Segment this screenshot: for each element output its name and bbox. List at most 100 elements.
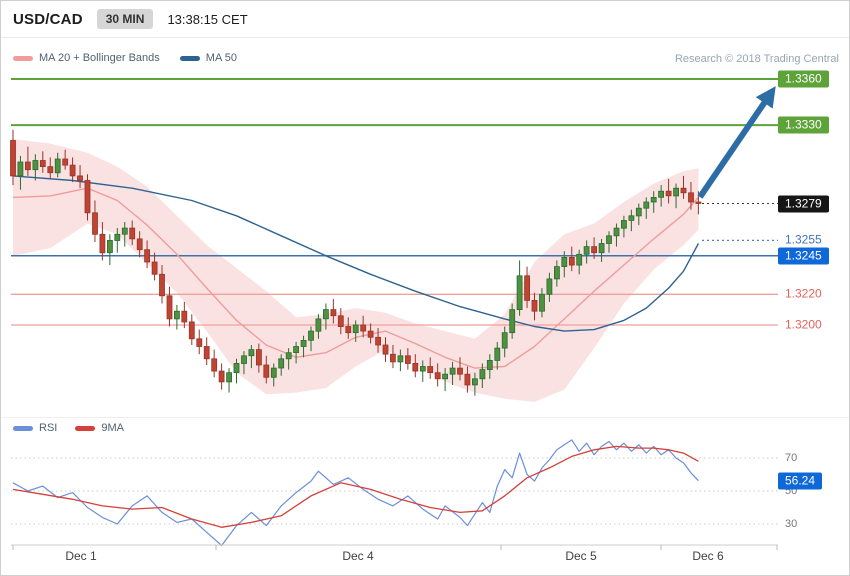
candle-body	[643, 201, 650, 209]
candle-body	[479, 369, 486, 380]
candle-body	[114, 233, 121, 241]
candle-body	[375, 336, 382, 346]
candle-body	[129, 227, 136, 240]
candle-body	[233, 362, 240, 373]
candle-body	[397, 355, 404, 363]
rsi-legend: RSI 9MA	[13, 422, 124, 434]
candle-body	[293, 346, 300, 353]
candle-body	[203, 346, 210, 360]
candle-body	[54, 158, 61, 174]
candle-body	[300, 339, 307, 347]
candle-body	[635, 207, 642, 217]
candle-body	[613, 227, 620, 237]
candle-body	[107, 239, 113, 254]
candle-body	[673, 187, 679, 197]
candle-body	[546, 278, 553, 295]
candle-body	[345, 326, 352, 334]
candle-body	[442, 373, 449, 380]
candle-body	[554, 266, 560, 280]
candle-body	[583, 246, 590, 255]
candle-body	[382, 344, 389, 355]
pair-title: USD/CAD	[13, 10, 83, 28]
candle-body	[173, 310, 180, 320]
candle-body	[39, 160, 46, 167]
candle-body	[688, 192, 694, 203]
candle-body	[516, 275, 523, 310]
rsi-ma-swatch-icon	[75, 425, 96, 431]
candle-body	[322, 309, 329, 320]
candle-body	[665, 190, 672, 197]
candle-body	[144, 249, 151, 263]
candle-body	[84, 180, 91, 214]
candle-body	[419, 366, 426, 372]
ma50-line	[12, 175, 700, 332]
clock-time: 13:38:15 CET	[167, 11, 248, 27]
candle-body	[501, 332, 508, 349]
candle-body	[285, 352, 292, 360]
candle-body	[278, 358, 285, 369]
candle-body	[188, 321, 195, 340]
candle-body	[69, 164, 76, 177]
candle-body	[628, 215, 635, 221]
legend-label-ma20-bb: MA 20 + Bollinger Bands	[39, 52, 160, 64]
candle-body	[449, 367, 456, 375]
candle-body	[650, 196, 657, 203]
candle-body	[352, 324, 359, 334]
candle-body	[196, 338, 203, 347]
candle-body	[99, 233, 106, 254]
candle-body	[337, 315, 344, 327]
candle-body	[330, 309, 337, 317]
candle-body	[464, 373, 471, 386]
legend-item-9ma: 9MA	[75, 422, 124, 434]
candle-body	[270, 367, 277, 378]
ma20-bb-swatch-icon	[13, 55, 33, 61]
candle-body	[151, 261, 158, 275]
candle-body	[32, 160, 39, 171]
bollinger-band	[13, 139, 699, 402]
candle-body	[509, 309, 516, 334]
candle-body	[531, 299, 538, 312]
candle-body	[539, 293, 545, 312]
candle-body	[10, 140, 16, 177]
candle-body	[658, 190, 664, 198]
candle-body	[494, 347, 501, 361]
rsi-9ma-line	[12, 445, 699, 528]
candle-body	[77, 175, 83, 181]
candle-body	[136, 238, 143, 251]
candle-body	[248, 349, 255, 357]
candle-body	[524, 275, 530, 301]
rsi-swatch-icon	[13, 425, 33, 431]
candle-body	[389, 353, 396, 363]
candle-body	[360, 324, 367, 332]
candle-body	[255, 349, 262, 366]
research-credit: Research © 2018 Trading Central	[674, 53, 839, 65]
candle-body	[211, 358, 218, 372]
candle-body	[486, 359, 493, 370]
candle-body	[24, 161, 31, 171]
candle-body	[17, 161, 24, 177]
candle-body	[367, 330, 374, 338]
legend-item-ma20-bb: MA 20 + Bollinger Bands	[13, 52, 160, 64]
candle-body	[471, 378, 478, 386]
header: USD/CAD 30 MIN 13:38:15 CET	[1, 1, 849, 38]
legend-label-ma50: MA 50	[205, 52, 237, 64]
candle-body	[427, 366, 434, 373]
candle-body	[121, 227, 128, 235]
candle-body	[315, 318, 322, 332]
candle-body	[434, 372, 441, 380]
candle-body	[561, 256, 568, 267]
candle-body	[226, 372, 233, 383]
candle-body	[598, 243, 605, 254]
price-legend: MA 20 + Bollinger Bands MA 50	[13, 52, 237, 64]
candle-body	[695, 201, 702, 204]
candle-body	[159, 273, 165, 297]
candle-body	[47, 166, 54, 174]
candle-body	[181, 310, 188, 323]
timeframe-badge[interactable]: 30 MIN	[96, 9, 154, 29]
candle-body	[92, 212, 98, 235]
legend-label-rsi: RSI	[39, 422, 58, 434]
candle-body	[62, 158, 69, 166]
candle-body	[457, 367, 463, 375]
